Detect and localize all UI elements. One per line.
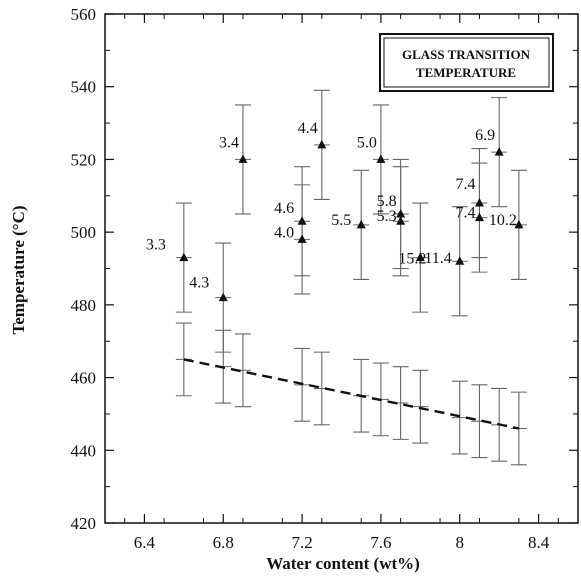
point-label: 4.3 bbox=[189, 275, 209, 292]
y-tick-label: 460 bbox=[71, 369, 97, 388]
x-tick-label: 8.4 bbox=[528, 533, 550, 552]
legend-line-2: TEMPERATURE bbox=[416, 65, 516, 80]
triangle-marker bbox=[317, 139, 327, 149]
point-label: 5.0 bbox=[357, 134, 377, 151]
y-tick-label: 500 bbox=[71, 223, 97, 242]
data-markers bbox=[179, 139, 524, 302]
legend-line-1: GLASS TRANSITION bbox=[402, 47, 531, 62]
x-tick-label: 6.8 bbox=[213, 533, 234, 552]
y-tick-label: 520 bbox=[71, 150, 97, 169]
triangle-marker bbox=[396, 208, 406, 218]
point-label: 6.9 bbox=[475, 127, 495, 144]
point-label: 10.2 bbox=[489, 212, 517, 229]
x-tick-label: 7.6 bbox=[370, 533, 391, 552]
triangle-marker bbox=[356, 219, 366, 229]
point-label: 5.5 bbox=[331, 212, 351, 229]
triangle-marker bbox=[297, 216, 307, 225]
point-label: 4.4 bbox=[298, 120, 318, 137]
point-label: 3.3 bbox=[146, 237, 166, 254]
triangle-marker bbox=[297, 234, 307, 243]
y-axis-title: Temperature (°C) bbox=[9, 205, 28, 334]
y-tick-label: 540 bbox=[71, 78, 97, 97]
y-tick-label: 420 bbox=[71, 514, 97, 533]
x-tick-label: 8 bbox=[456, 533, 465, 552]
point-label: 15.2 bbox=[398, 251, 426, 268]
triangle-marker bbox=[238, 154, 248, 163]
legend-border-inner bbox=[383, 37, 550, 88]
trend-line-group bbox=[183, 358, 520, 430]
triangle-marker bbox=[376, 154, 386, 163]
x-tick-label: 7.2 bbox=[291, 533, 312, 552]
triangle-marker bbox=[179, 252, 189, 262]
triangle-marker bbox=[514, 219, 524, 229]
triangle-marker bbox=[494, 147, 504, 156]
triangle-marker bbox=[455, 256, 465, 265]
axis-ticks: 6.4 6.8 7.2 7.6 8 8.4 420 440 460 480 500 520 540 560 bbox=[71, 5, 578, 552]
legend-box: GLASS TRANSITION TEMPERATURE bbox=[379, 33, 554, 92]
point-label: 5.8 bbox=[377, 193, 397, 210]
triangle-marker bbox=[415, 252, 425, 262]
point-label: 11.4 bbox=[424, 250, 451, 267]
point-label: 5.3 bbox=[377, 208, 397, 225]
point-label: 7.4 bbox=[455, 176, 475, 193]
triangle-marker bbox=[218, 292, 228, 302]
point-labels: 3.3 4.3 3.4 4.6 4.0 4.4 5.5 5.0 5.85.3 15.211.4 7.… bbox=[146, 120, 517, 292]
legend-border-outer bbox=[379, 33, 554, 92]
triangle-marker bbox=[474, 198, 484, 207]
y-tick-label: 560 bbox=[71, 5, 97, 24]
y-tick-label: 440 bbox=[71, 441, 97, 460]
point-label: 4.0 bbox=[274, 224, 294, 241]
triangle-marker bbox=[396, 216, 406, 225]
trend-line bbox=[183, 358, 520, 430]
triangle-marker bbox=[474, 212, 484, 222]
x-tick-label: 6.4 bbox=[134, 533, 156, 552]
point-label: 7.4 bbox=[455, 205, 475, 222]
point-label: 3.4 bbox=[219, 134, 239, 151]
point-label: 4.6 bbox=[274, 200, 294, 217]
y-tick-label: 480 bbox=[71, 296, 97, 315]
x-axis-title: Water content (wt%) bbox=[266, 554, 420, 573]
